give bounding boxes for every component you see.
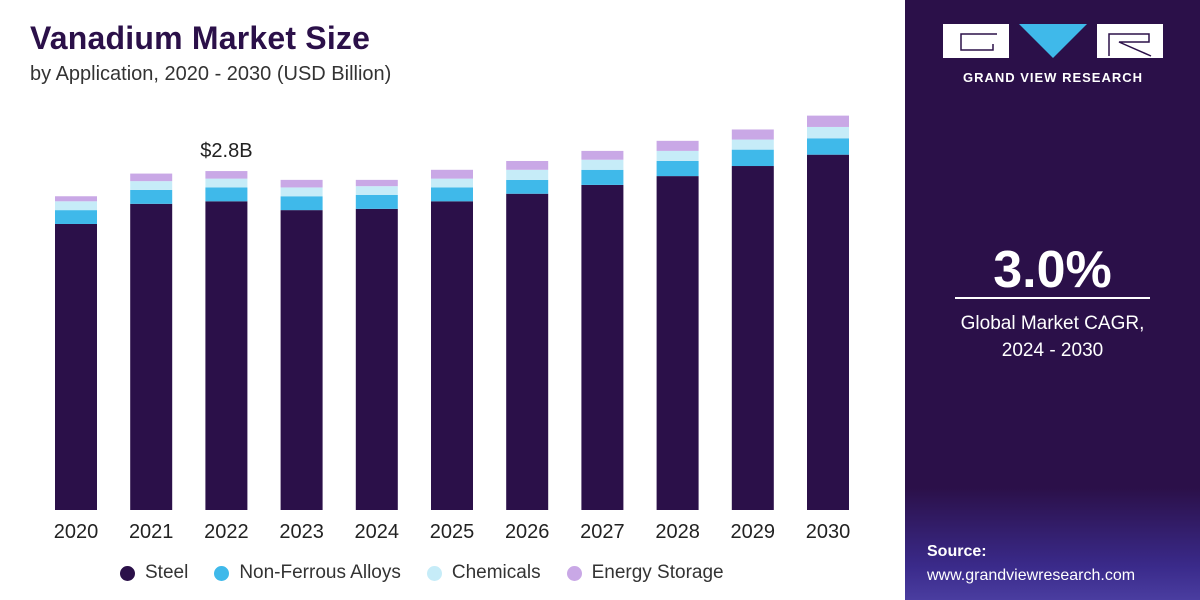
bar-energy-storage-2020 (55, 196, 97, 202)
bar-energy-storage-2028 (656, 140, 699, 151)
bar-energy-storage-2025 (431, 169, 473, 179)
brand-logo: GRAND VIEW RESEARCH (943, 22, 1163, 92)
legend-swatch-non-ferrous-alloys (214, 565, 230, 581)
bar-non-ferrous-alloys-2027 (581, 169, 624, 185)
bar-energy-storage-2021 (130, 173, 173, 182)
legend-label-chemicals: Chemicals (451, 562, 541, 583)
bar-energy-storage-2029 (731, 129, 774, 140)
bar-steel-2020 (55, 223, 97, 511)
source-link[interactable]: www.grandviewresearch.com (927, 567, 1136, 584)
bar-chemicals-2021 (130, 181, 173, 190)
bar-non-ferrous-alloys-2020 (55, 210, 97, 224)
bar-chemicals-2023 (280, 187, 323, 197)
bar-steel-2022 (205, 201, 248, 511)
cagr-label: Global Market CAGR, 2024 - 2030 (905, 310, 1200, 364)
data-label-2022: $2.8B (200, 140, 252, 162)
cagr-label-line1: Global Market CAGR, (960, 313, 1145, 334)
legend-swatch-chemicals (426, 565, 442, 581)
legend-swatch-energy-storage (566, 565, 582, 581)
legend-item-steel: Steel (120, 562, 188, 584)
bar-steel-2026 (506, 193, 549, 511)
bar-energy-storage-2022 (205, 171, 248, 179)
legend-item-chemicals: Chemicals (426, 562, 541, 584)
brand-name: GRAND VIEW RESEARCH (962, 70, 1144, 85)
bar-steel-2027 (581, 184, 624, 511)
legend-label-non-ferrous-alloys: Non-Ferrous Alloys (239, 562, 401, 583)
bar-steel-2021 (130, 203, 173, 510)
bar-chemicals-2027 (581, 159, 624, 170)
bar-energy-storage-2024 (355, 179, 398, 187)
bar-non-ferrous-alloys-2030 (807, 138, 849, 155)
bar-chemicals-2020 (55, 201, 97, 211)
bar-non-ferrous-alloys-2023 (280, 196, 323, 211)
bar-steel-2025 (431, 201, 473, 511)
bar-chemicals-2024 (355, 186, 398, 195)
cagr-value: 3.0% (993, 241, 1112, 299)
legend-label-energy-storage: Energy Storage (591, 562, 724, 583)
x-tick-label: 2023 (279, 521, 324, 543)
bar-non-ferrous-alloys-2021 (130, 189, 173, 204)
bar-steel-2024 (355, 208, 398, 511)
bar-non-ferrous-alloys-2022 (205, 187, 248, 202)
bar-steel-2023 (280, 210, 323, 510)
legend-label-steel: Steel (145, 562, 189, 583)
bar-non-ferrous-alloys-2026 (506, 179, 549, 194)
bar-energy-storage-2027 (581, 150, 624, 160)
bar-non-ferrous-alloys-2029 (731, 149, 774, 167)
bar-steel-2028 (656, 176, 699, 510)
chart-legend: Steel Non-Ferrous Alloys Chemicals Energ… (120, 562, 724, 584)
x-tick-label: 2025 (430, 521, 475, 543)
chart-title: Vanadium Market Size (30, 20, 371, 56)
bar-non-ferrous-alloys-2025 (431, 187, 473, 202)
x-tick-label: 2022 (204, 521, 249, 543)
logo-mark-icon (943, 24, 1163, 58)
bar-non-ferrous-alloys-2028 (656, 160, 699, 177)
bar-energy-storage-2030 (807, 115, 849, 127)
x-tick-label: 2028 (655, 521, 700, 543)
bar-energy-storage-2023 (280, 179, 323, 188)
bar-chemicals-2026 (506, 169, 549, 180)
chart-panel: Vanadium Market Size by Application, 202… (30, 20, 851, 584)
x-tick-label: 2026 (505, 521, 550, 543)
legend-item-energy-storage: Energy Storage (566, 562, 724, 584)
info-panel: GRAND VIEW RESEARCH 3.0% Global Market C… (905, 0, 1200, 600)
bar-steel-2030 (807, 154, 849, 510)
x-tick-label: 2021 (129, 521, 174, 543)
x-tick-label: 2020 (54, 521, 99, 543)
legend-swatch-steel (120, 565, 135, 581)
bar-chemicals-2028 (656, 150, 699, 161)
chart-subtitle: by Application, 2020 - 2030 (USD Billion… (30, 63, 392, 85)
bar-chemicals-2022 (205, 178, 248, 188)
bar-steel-2029 (731, 166, 774, 510)
x-tick-label: 2024 (355, 521, 400, 543)
bar-chemicals-2029 (731, 139, 774, 150)
x-tick-label: 2030 (806, 521, 851, 543)
source-label: Source: (927, 543, 987, 560)
stacked-bar-chart: 2020 2021 2022 $2.8B 2023 2024 2025 2026 2027 202… (54, 115, 851, 543)
bar-energy-storage-2026 (506, 160, 549, 170)
x-tick-label: 2029 (731, 521, 776, 543)
bar-chemicals-2025 (431, 178, 473, 188)
legend-item-non-ferrous-alloys: Non-Ferrous Alloys (214, 562, 401, 584)
source-background (905, 488, 1200, 600)
bar-chemicals-2030 (807, 126, 849, 139)
cagr-divider (955, 297, 1150, 299)
x-tick-label: 2027 (580, 521, 625, 543)
bar-non-ferrous-alloys-2024 (355, 195, 398, 209)
cagr-label-line2: 2024 - 2030 (1001, 340, 1104, 361)
